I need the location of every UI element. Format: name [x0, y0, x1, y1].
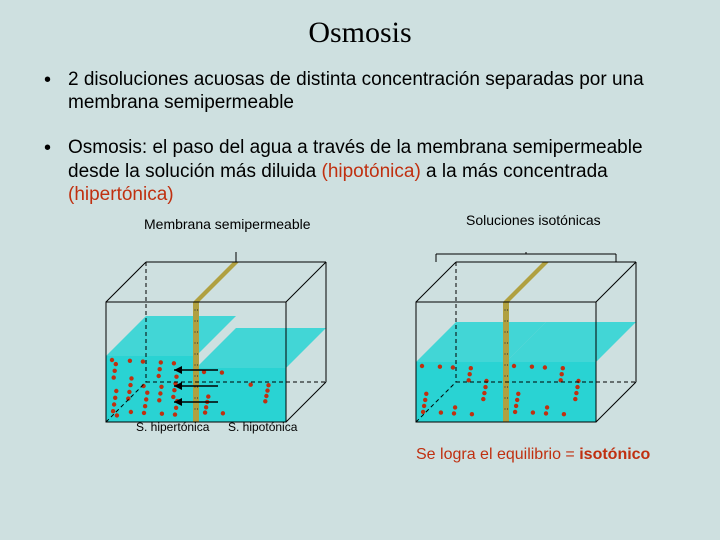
diagram-area: Membrana semipermeableS. hipertónicaS. h… — [36, 228, 684, 488]
hypotonic-label: S. hipotónica — [228, 420, 297, 434]
bullet-2-accent1: (hipotónica) — [322, 161, 421, 182]
bullet-2-mid: a la más concentrada — [421, 161, 608, 182]
hypertonic-label: S. hipertónica — [136, 420, 209, 434]
membrane-label: Membrana semipermeable — [144, 216, 311, 232]
bullet-list: 2 disoluciones acuosas de distinta conce… — [42, 68, 684, 206]
bullet-1: 2 disoluciones acuosas de distinta conce… — [42, 68, 684, 114]
page-title: Osmosis — [36, 16, 684, 50]
bullet-2: Osmosis: el paso del agua a través de la… — [42, 136, 684, 206]
bullet-2-accent2: (hipertónica) — [68, 184, 174, 205]
equilibrium-text: Se logra el equilibrio = isotónico — [416, 446, 650, 464]
bullet-1-text: 2 disoluciones acuosas de distinta conce… — [68, 69, 644, 113]
osmosis-diagram-left — [96, 252, 336, 437]
osmosis-diagram-right — [406, 252, 646, 437]
isotonic-label: Soluciones isotónicas — [466, 212, 601, 228]
